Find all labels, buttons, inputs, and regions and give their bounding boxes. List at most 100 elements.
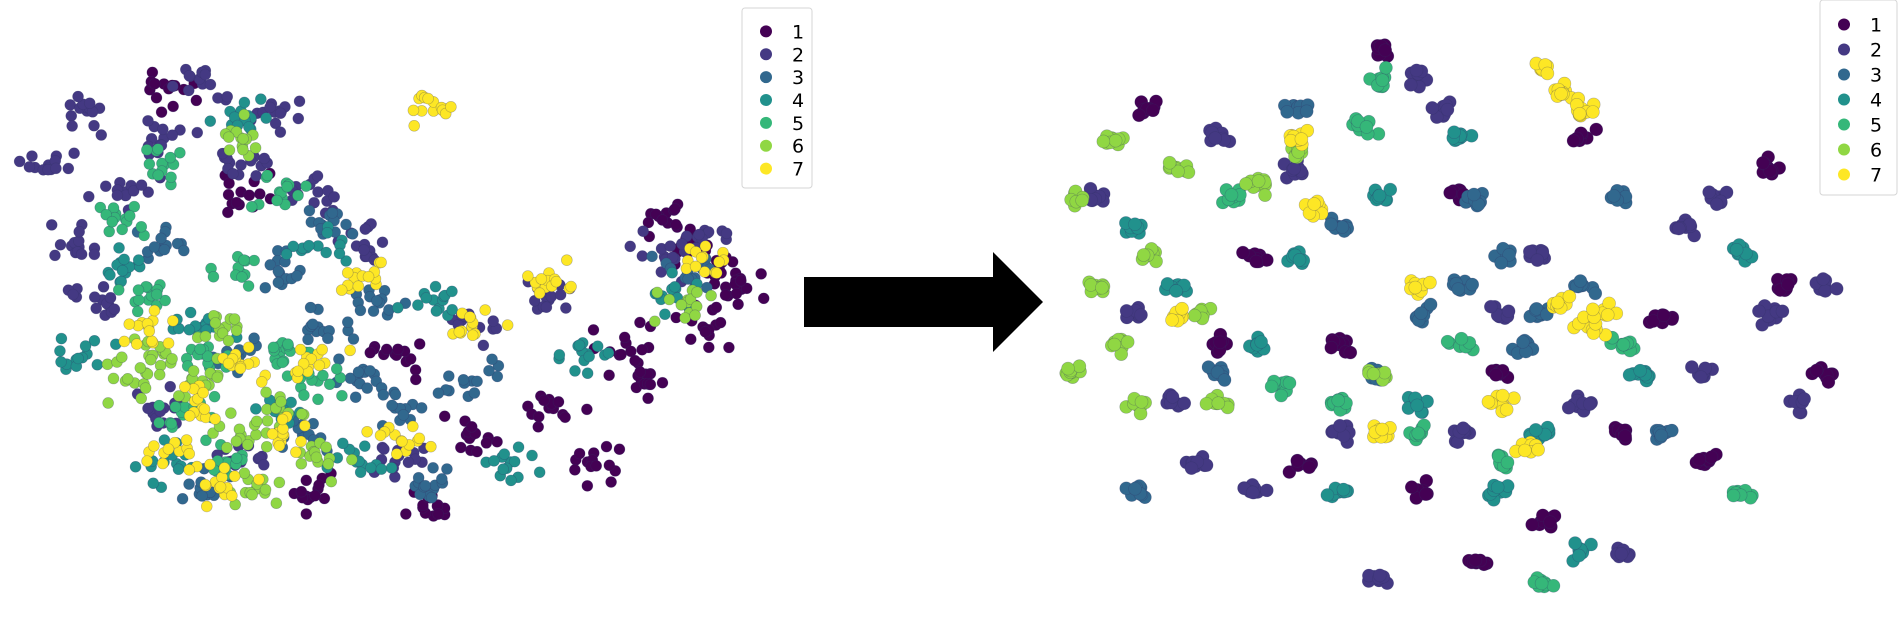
marker — [1324, 340, 1339, 355]
marker — [128, 200, 141, 213]
marker — [757, 292, 770, 305]
marker — [141, 144, 153, 156]
marker — [183, 464, 196, 476]
marker — [1423, 297, 1438, 312]
legend-after: 1 2 3 4 5 6 7 — [1819, 0, 1898, 196]
marker — [565, 280, 577, 293]
marker — [1546, 579, 1561, 593]
marker — [408, 120, 420, 132]
marker — [269, 117, 282, 130]
marker — [1500, 455, 1515, 470]
data-point-class-7 — [1529, 56, 1555, 81]
marker — [1454, 331, 1469, 346]
marker — [636, 343, 648, 356]
data-point-class-2 — [1277, 153, 1309, 185]
marker — [581, 367, 594, 380]
marker — [1523, 244, 1537, 259]
marker — [260, 440, 273, 453]
marker — [1443, 185, 1457, 200]
marker — [113, 242, 125, 254]
data-point-class-2 — [1425, 95, 1457, 124]
marker — [1134, 395, 1149, 409]
marker — [131, 338, 143, 350]
marker — [341, 316, 354, 328]
marker — [471, 375, 483, 388]
marker — [413, 338, 426, 350]
marker — [255, 93, 267, 105]
data-point-class-4 — [102, 242, 146, 288]
marker — [581, 480, 594, 492]
data-point-class-5 — [205, 250, 260, 292]
data-point-class-5 — [141, 143, 186, 191]
marker — [755, 268, 767, 280]
marker — [1379, 60, 1393, 75]
data-point-class-1 — [1770, 272, 1798, 298]
marker — [1372, 188, 1387, 203]
data-point-class-5 — [1363, 60, 1393, 94]
marker — [710, 301, 723, 314]
marker — [669, 281, 681, 293]
marker — [261, 415, 274, 427]
legend-label-5: 5 — [1870, 115, 1882, 137]
data-point-class-1 — [603, 366, 669, 405]
marker — [446, 303, 458, 316]
marker — [250, 415, 263, 428]
marker — [1383, 182, 1398, 197]
data-point-class-5 — [1527, 571, 1561, 594]
marker — [1729, 242, 1744, 257]
marker — [1199, 396, 1214, 411]
marker — [446, 285, 458, 298]
marker — [172, 390, 185, 402]
marker — [132, 284, 145, 296]
marker — [153, 416, 165, 429]
marker — [325, 475, 338, 488]
legend-frame — [1819, 0, 1898, 196]
marker — [1495, 388, 1510, 403]
marker — [238, 108, 250, 121]
marker — [684, 333, 697, 346]
data-point-class-3 — [1505, 333, 1540, 361]
marker — [380, 343, 393, 356]
marker — [1589, 122, 1604, 137]
marker — [226, 489, 238, 502]
data-point-class-2 — [13, 147, 80, 176]
marker — [148, 440, 160, 452]
marker — [374, 429, 387, 442]
marker — [246, 488, 258, 501]
marker — [264, 101, 276, 114]
marker — [183, 447, 196, 460]
marker — [455, 441, 467, 454]
marker — [230, 126, 243, 138]
data-point-class-4 — [1367, 182, 1398, 207]
marker — [200, 500, 213, 513]
marker — [1566, 133, 1581, 148]
marker — [1582, 397, 1597, 411]
marker — [222, 335, 235, 347]
marker — [267, 341, 280, 354]
marker — [141, 368, 154, 380]
data-point-class-6 — [172, 352, 224, 403]
marker — [91, 358, 104, 371]
data-point-class-2 — [62, 281, 121, 322]
marker — [54, 345, 66, 357]
marker — [1756, 156, 1770, 170]
marker — [1366, 367, 1381, 381]
marker — [1236, 245, 1250, 260]
marker — [1809, 363, 1824, 378]
marker — [88, 248, 101, 261]
data-point-class-7 — [1298, 194, 1329, 223]
marker — [375, 463, 388, 475]
marker — [1481, 394, 1496, 409]
data-point-class-1 — [438, 410, 503, 458]
data-point-class-7 — [1509, 435, 1545, 459]
data-point-class-6 — [207, 407, 273, 454]
data-point-class-7 — [1546, 289, 1577, 315]
marker — [243, 189, 256, 202]
marker — [302, 333, 314, 346]
marker — [298, 389, 310, 402]
marker — [72, 90, 84, 103]
marker — [603, 459, 616, 472]
marker — [291, 270, 303, 282]
marker — [169, 401, 182, 413]
legend-label-7: 7 — [1870, 165, 1882, 187]
